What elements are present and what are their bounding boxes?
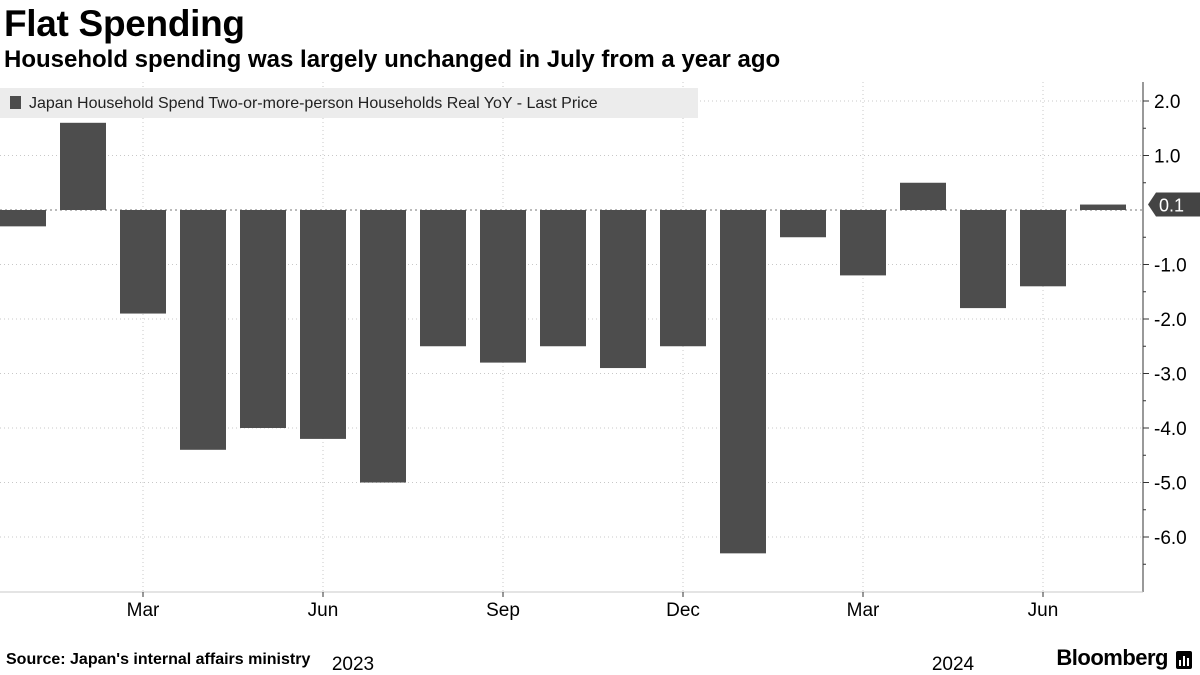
bloomberg-mark-icon: [1176, 651, 1192, 669]
bar-2023-05: [240, 210, 286, 428]
y-tick-label: -2.0: [1154, 310, 1187, 331]
x-year-label: 2024: [932, 654, 975, 675]
bar-2024-04: [900, 182, 946, 210]
bar-2024-02: [780, 210, 826, 238]
legend-swatch: [10, 96, 21, 109]
x-year-label: 2023: [332, 654, 374, 675]
y-tick-label: -1.0: [1154, 256, 1187, 277]
x-tick-label: Dec: [666, 600, 700, 621]
bar-2024-01: [720, 210, 766, 554]
bar-2024-05: [960, 210, 1006, 309]
y-tick-label: -3.0: [1154, 365, 1187, 386]
last-value-label: 0.1: [1159, 196, 1184, 216]
bar-2023-12: [660, 210, 706, 347]
bar-2023-06: [300, 210, 346, 439]
bar-2023-02: [60, 122, 106, 210]
bar-2023-11: [600, 210, 646, 369]
legend-box: [0, 88, 698, 118]
chart-title: Flat Spending: [4, 3, 245, 44]
last-value-marker: [1148, 192, 1200, 217]
x-tick-label: Jun: [1028, 600, 1059, 621]
legend-label: Japan Household Spend Two-or-more-person…: [29, 95, 598, 112]
y-tick-label: -5.0: [1154, 474, 1187, 495]
y-tick-label: -4.0: [1154, 419, 1187, 440]
bar-2024-03: [840, 210, 886, 276]
source-note: Source: Japan's internal affairs ministr…: [6, 651, 311, 668]
bar-2023-01: [0, 210, 46, 227]
x-tick-label: Mar: [847, 600, 880, 621]
y-tick-label: 1.0: [1154, 147, 1180, 168]
x-tick-label: Mar: [127, 600, 160, 621]
chart-subtitle: Household spending was largely unchanged…: [4, 46, 781, 73]
bloomberg-logo: Bloomberg: [1056, 645, 1168, 670]
x-tick-label: Jun: [308, 600, 339, 621]
bar-2023-07: [360, 210, 406, 483]
y-tick-label: 2.0: [1154, 92, 1180, 113]
bar-2023-03: [120, 210, 166, 314]
bar-2023-09: [480, 210, 526, 363]
bar-2023-04: [180, 210, 226, 450]
bar-2024-07: [1080, 204, 1126, 210]
y-tick-label: -6.0: [1154, 528, 1187, 549]
bar-2023-10: [540, 210, 586, 347]
bar-2024-06: [1020, 210, 1066, 287]
x-tick-label: Sep: [486, 600, 520, 621]
bar-2023-08: [420, 210, 466, 347]
